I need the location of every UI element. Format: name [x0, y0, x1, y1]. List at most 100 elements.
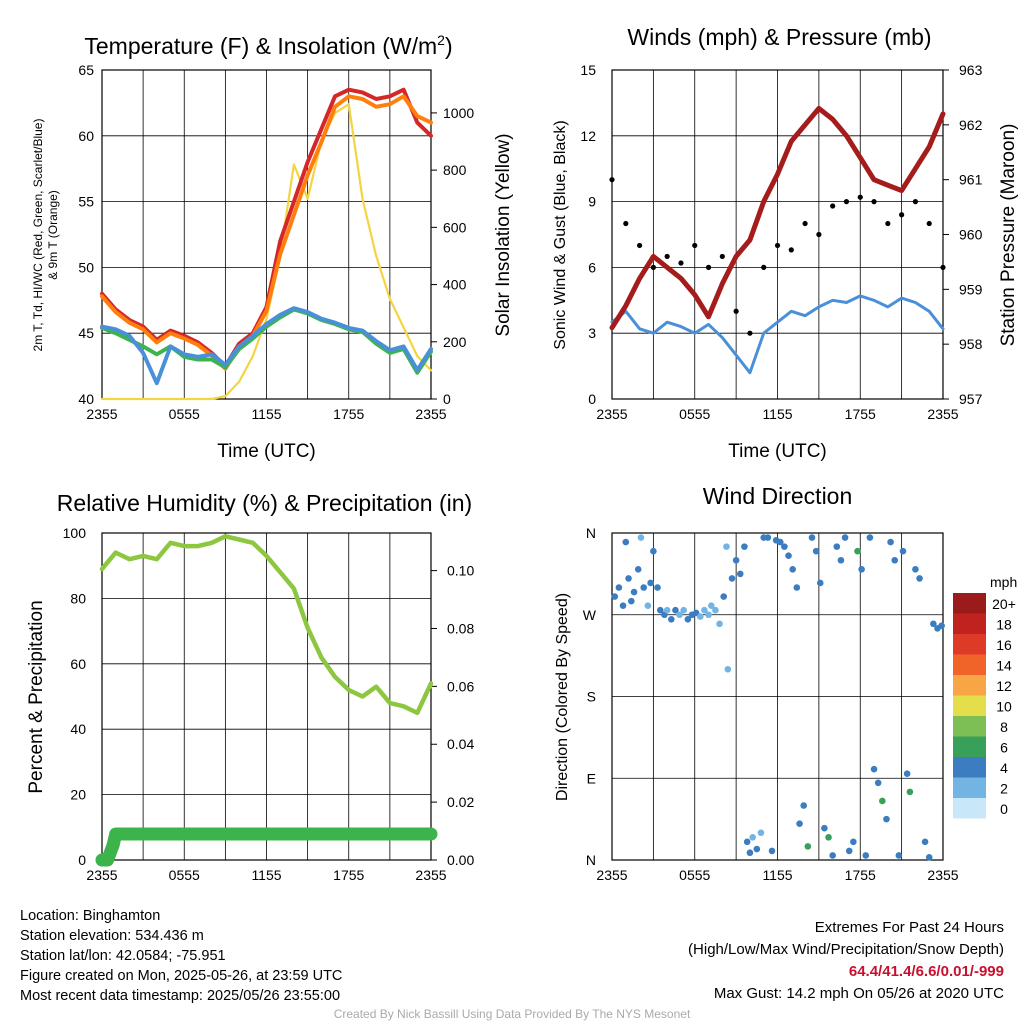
direction-point — [874, 779, 882, 787]
x-tick-label: 1155 — [762, 867, 792, 883]
direction-point — [899, 547, 907, 555]
x-tick-label: 1755 — [845, 406, 876, 422]
direction-point — [912, 566, 919, 573]
direction-point — [845, 847, 853, 855]
direction-point — [850, 838, 857, 846]
extremes-subtitle: (High/Low/Max Wind/Precipitation/Snow De… — [688, 941, 1004, 958]
gust-point — [830, 203, 836, 209]
direction-point — [866, 534, 874, 541]
title-superscript: 2 — [437, 32, 445, 48]
max-gust: Max Gust: 14.2 mph On 05/26 at 2020 UTC — [713, 985, 1004, 1002]
legend-swatch — [953, 777, 986, 798]
direction-point — [808, 534, 816, 541]
credit-line: Created By Nick Bassill Using Data Provi… — [333, 1007, 691, 1021]
y-tick-label-right: 600 — [443, 219, 467, 235]
direction-point — [841, 534, 849, 541]
y-tick-label-left: 40 — [78, 391, 94, 407]
direction-point — [647, 579, 654, 587]
direction-point — [672, 606, 679, 614]
y-tick-label-left: 100 — [63, 525, 87, 541]
y-tick-label-right: 0.08 — [447, 620, 474, 636]
series-line — [100, 103, 433, 401]
x-tick-label: 2355 — [596, 867, 627, 883]
direction-point — [611, 593, 619, 600]
direction-point — [930, 620, 937, 628]
y-tick-label-right: 962 — [959, 117, 983, 133]
y-tick-label-left: 15 — [580, 62, 596, 78]
gust-point — [912, 199, 919, 205]
direction-point — [776, 538, 784, 546]
direction-point — [708, 602, 715, 609]
gust-point — [664, 253, 670, 260]
x-tick-label: 1155 — [762, 406, 792, 422]
direction-point — [622, 538, 630, 546]
legend-label: 18 — [996, 617, 1012, 633]
series-line — [100, 94, 433, 371]
direction-point — [684, 615, 692, 623]
y-tick-label-right: 1000 — [443, 105, 474, 121]
direction-point — [833, 543, 841, 550]
extremes-title: Extremes For Past 24 Hours — [814, 919, 1004, 936]
y-tick-label-left: 6 — [588, 259, 596, 275]
gust-point — [926, 220, 932, 227]
direction-point — [862, 852, 870, 859]
direction-point — [656, 606, 664, 614]
direction-point — [757, 829, 765, 837]
legend-label: 6 — [1000, 740, 1008, 756]
series-line — [609, 105, 946, 331]
direction-point — [796, 820, 803, 827]
gust-point — [843, 199, 850, 205]
panel-1: 2355 0555 1155 1755 235540455055606502004006… — [31, 32, 514, 462]
recent-timestamp: Most recent data timestamp: 2025/05/26 2… — [20, 988, 341, 1004]
series-line — [610, 294, 945, 375]
direction-point — [789, 566, 796, 573]
gust-point — [678, 260, 684, 266]
direction-point — [891, 556, 899, 564]
y-tick-label-left: 45 — [78, 325, 94, 341]
direction-point — [800, 802, 808, 809]
y-tick-label-left: W — [583, 607, 597, 623]
y-axis-label-left: Direction (Colored By Speed) — [554, 593, 571, 801]
chart-title: Wind Direction — [703, 483, 853, 509]
y-tick-label-right: 0.10 — [447, 563, 474, 579]
x-tick-label: 1755 — [333, 406, 364, 422]
direction-point — [634, 566, 642, 573]
x-tick-label: 2355 — [86, 867, 117, 883]
chart-title: Temperature (F) & Insolation (W/m2) — [84, 32, 452, 59]
direction-point — [720, 593, 728, 600]
direction-point — [732, 556, 740, 564]
direction-point — [696, 613, 704, 620]
legend-label: 2 — [1000, 781, 1008, 797]
y-tick-label-right: 0 — [443, 391, 451, 407]
gust-point — [719, 253, 725, 260]
y-tick-label-left: 0 — [588, 391, 596, 407]
station-info: Location: Binghamton Station elevation: … — [20, 906, 342, 1006]
gust-point — [692, 242, 698, 249]
legend-swatch — [953, 736, 986, 757]
direction-point — [676, 611, 683, 619]
y-axis-label-right: Solar Insolation (Yellow) — [493, 133, 514, 336]
y-tick-label-left: 9 — [588, 194, 596, 210]
direction-point — [804, 843, 812, 850]
x-axis-label: Time (UTC) — [217, 441, 316, 462]
y-tick-label-right: 958 — [959, 336, 983, 352]
speed-legend: mph 20+ 18 16 14 12 10 8 6 4 2 0 — [953, 574, 1017, 819]
legend-label: 8 — [1000, 719, 1008, 735]
legend-label: 14 — [996, 658, 1012, 674]
gust-point — [899, 212, 905, 218]
direction-point — [768, 847, 776, 855]
direction-point — [644, 602, 652, 609]
direction-point — [615, 584, 623, 591]
y-tick-label-left: 50 — [78, 259, 94, 275]
legend-swatch — [953, 634, 986, 655]
x-tick-label: 0555 — [679, 406, 710, 422]
y-tick-label-right: 957 — [959, 391, 983, 407]
direction-point — [858, 566, 865, 573]
y-tick-label-right: 0.04 — [447, 736, 474, 752]
legend-label: 10 — [996, 699, 1012, 715]
gust-point — [885, 220, 891, 227]
gust-point — [705, 264, 712, 270]
gust-point — [609, 177, 615, 183]
series-line — [100, 306, 433, 386]
